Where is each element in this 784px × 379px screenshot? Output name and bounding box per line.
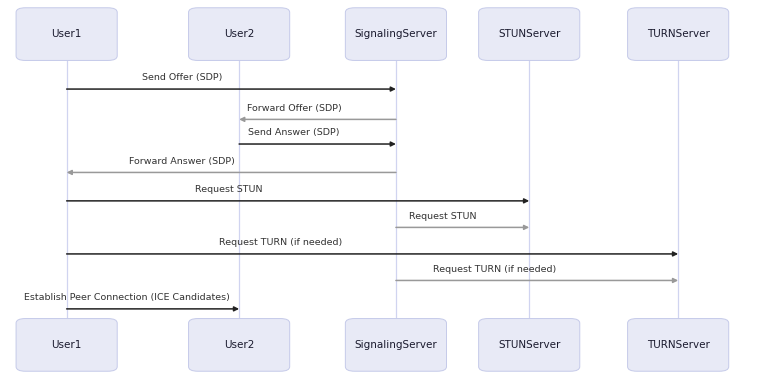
Text: Request STUN: Request STUN (194, 185, 263, 194)
Text: Send Offer (SDP): Send Offer (SDP) (142, 73, 222, 82)
FancyBboxPatch shape (478, 8, 579, 60)
FancyBboxPatch shape (627, 8, 728, 60)
Text: Forward Offer (SDP): Forward Offer (SDP) (247, 103, 341, 113)
FancyBboxPatch shape (345, 8, 447, 60)
Text: Send Answer (SDP): Send Answer (SDP) (249, 128, 339, 137)
Text: SignalingServer: SignalingServer (354, 29, 437, 39)
Text: Forward Answer (SDP): Forward Answer (SDP) (129, 157, 235, 166)
Text: STUNServer: STUNServer (498, 29, 561, 39)
FancyBboxPatch shape (16, 8, 118, 60)
FancyBboxPatch shape (478, 318, 579, 371)
Text: TURNServer: TURNServer (647, 340, 710, 350)
FancyBboxPatch shape (188, 8, 289, 60)
Text: User1: User1 (52, 29, 82, 39)
Text: SignalingServer: SignalingServer (354, 340, 437, 350)
Text: Establish Peer Connection (ICE Candidates): Establish Peer Connection (ICE Candidate… (24, 293, 230, 302)
FancyBboxPatch shape (16, 318, 118, 371)
Text: STUNServer: STUNServer (498, 340, 561, 350)
FancyBboxPatch shape (345, 318, 447, 371)
FancyBboxPatch shape (188, 318, 289, 371)
FancyBboxPatch shape (627, 318, 728, 371)
Text: User1: User1 (52, 340, 82, 350)
Text: Request TURN (if needed): Request TURN (if needed) (219, 238, 343, 247)
Text: TURNServer: TURNServer (647, 29, 710, 39)
Text: User2: User2 (224, 340, 254, 350)
Text: User2: User2 (224, 29, 254, 39)
Text: Request TURN (if needed): Request TURN (if needed) (433, 265, 557, 274)
Text: Request STUN: Request STUN (408, 211, 477, 221)
